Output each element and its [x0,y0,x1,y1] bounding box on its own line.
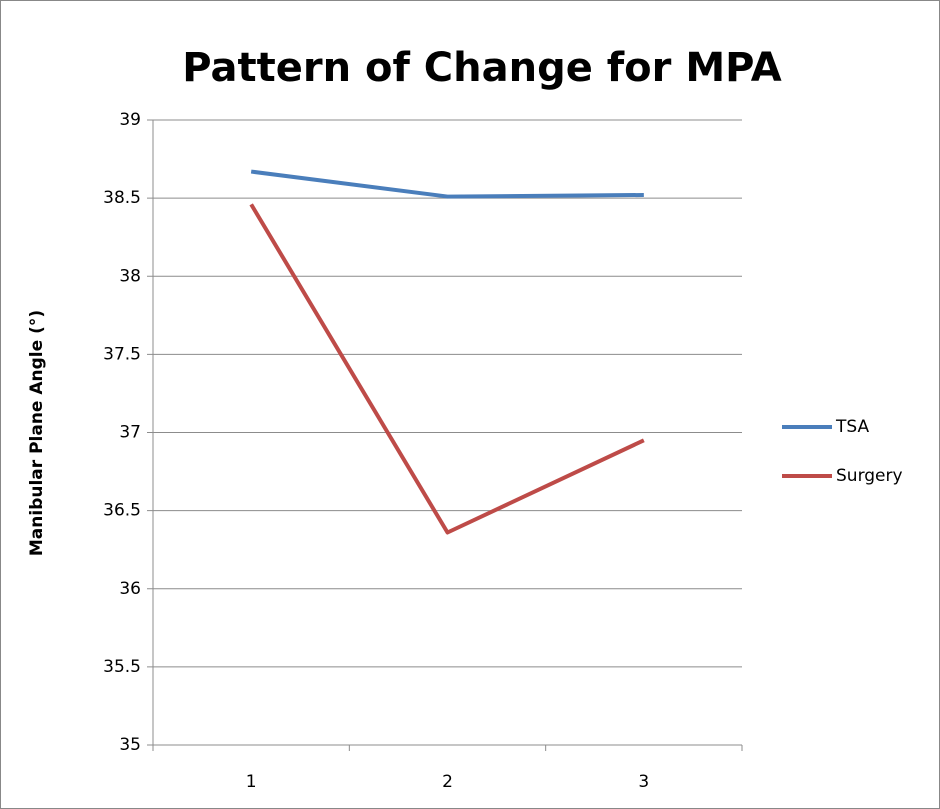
line-series [249,203,645,535]
y-tick-label: 37 [119,423,141,443]
y-axis-label: Manibular Plane Angle (°) [27,310,47,556]
x-tick-label: 2 [442,772,453,792]
y-tick-label: 35.5 [103,657,141,677]
legend-label: TSA [835,417,869,437]
x-tick-label: 3 [638,772,649,792]
line-series [250,169,644,199]
y-tick-label: 38.5 [103,188,141,208]
y-tick-label: 35 [119,735,141,755]
chart-title: Pattern of Change for MPA [182,45,782,91]
y-tick-label: 36.5 [103,501,141,521]
y-tick-label: 39 [119,110,141,130]
y-tick-label: 38 [119,266,141,286]
legend-label: Surgery [836,466,903,486]
y-tick-label: 36 [119,579,141,599]
y-tick-label: 37.5 [103,344,141,364]
x-tick-label: 1 [246,772,257,792]
